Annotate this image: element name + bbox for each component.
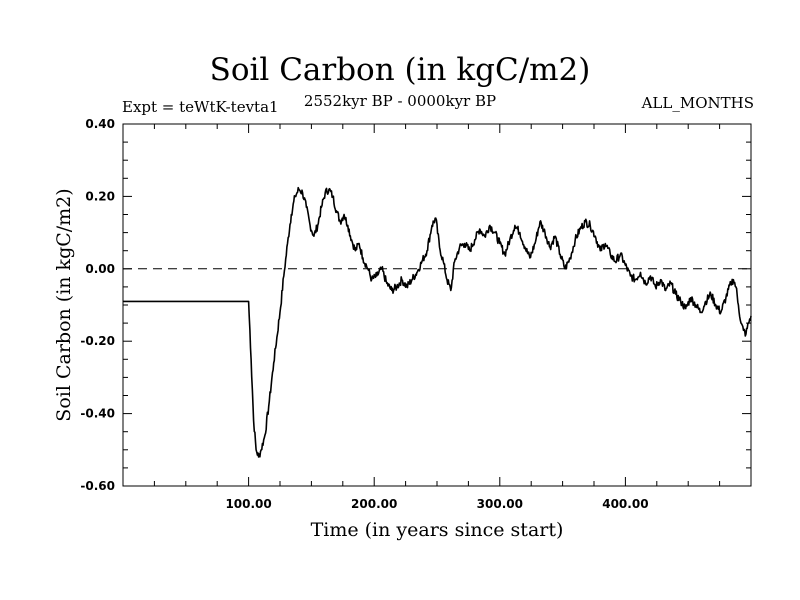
y-tick-label: -0.20 [80,334,115,348]
x-tick-label: 400.00 [602,497,648,511]
series-line-soil-carbon [123,186,752,458]
chart-subtitle: 2552kyr BP - 0000kyr BP [303,92,497,110]
x-tick-label: 200.00 [351,497,397,511]
y-tick-label: -0.40 [80,407,115,421]
y-tick-label: 0.20 [85,189,115,203]
x-axis-label: Time (in years since start) [311,519,564,541]
experiment-label: Expt = teWtK-tevta1 [122,98,279,116]
months-label: ALL_MONTHS [641,94,754,112]
chart-title: Soil Carbon (in kgC/m2) [209,52,591,88]
y-axis-label: Soil Carbon (in kgC/m2) [53,188,75,421]
y-tick-label: 0.00 [85,262,115,276]
x-tick-label: 100.00 [225,497,271,511]
plot-frame [122,123,752,487]
labels-layer: 100.00 200.00 300.00 400.00 0.40 0.20 0.00 -0.2… [80,117,648,511]
y-tick-label: -0.60 [80,479,115,493]
ticks-layer [123,123,751,487]
y-tick-label: 0.40 [85,117,115,131]
x-tick-label: 300.00 [477,497,523,511]
